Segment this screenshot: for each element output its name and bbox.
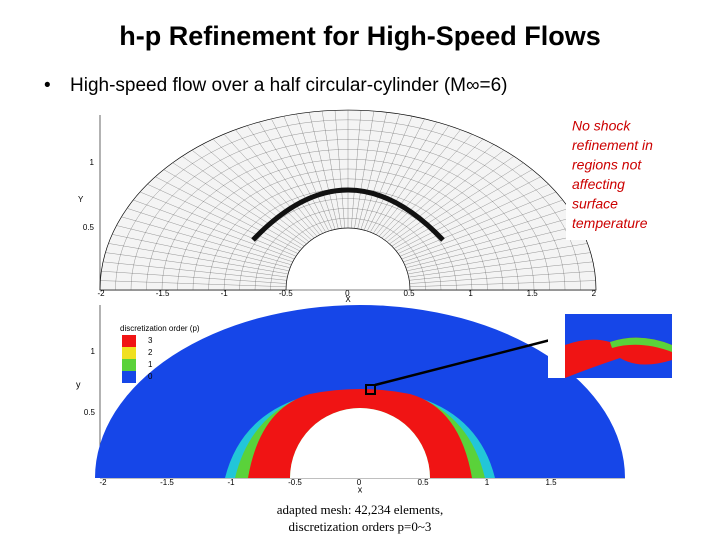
x-tick-label: 0.5	[417, 478, 429, 487]
x-tick-label: 0	[357, 478, 362, 487]
annotation-line: No shock	[572, 118, 631, 134]
x-tick-label: -1	[221, 289, 229, 298]
x-tick-label: -2	[97, 289, 105, 298]
annotation-line: refinement in	[572, 137, 653, 153]
caption-line: adapted mesh: 42,234 elements,	[277, 502, 443, 517]
y-tick-label: 0.5	[84, 408, 96, 417]
x-tick-label: -1	[227, 478, 235, 487]
legend-label: 1	[148, 360, 153, 369]
annotation-box	[566, 115, 670, 240]
inset-green	[610, 337, 672, 352]
x-axis-label: x	[358, 484, 363, 494]
x-tick-label: -1.5	[156, 289, 170, 298]
order-3-region	[248, 389, 472, 478]
annotation-line: regions not	[572, 157, 642, 173]
x-tick-label: 2	[592, 289, 597, 298]
legend-label: 0	[148, 372, 153, 381]
x-tick-label: -0.5	[288, 478, 302, 487]
y-tick-label: 0.5	[83, 223, 95, 232]
annotation-line: affecting	[572, 176, 625, 192]
legend-swatch	[122, 359, 136, 371]
legend-title: discretization order (p)	[120, 324, 200, 333]
y-axis-label: Y	[78, 195, 84, 204]
x-axis-label: X	[345, 295, 351, 304]
mesh-line	[161, 149, 535, 291]
mesh-line	[146, 139, 550, 291]
mesh-image: No shock refinement in regions not affectin…	[72, 109, 670, 304]
x-tick-label: 1.5	[545, 478, 557, 487]
legend-swatch	[122, 371, 136, 383]
bullet-text: High-speed flow over a half circular-cyl…	[70, 75, 508, 96]
x-tick-label: -2	[99, 478, 107, 487]
x-tick-label: 0	[345, 289, 350, 298]
annotation-line: surface	[572, 196, 618, 212]
legend-label: 3	[148, 336, 153, 345]
mesh-line	[192, 168, 504, 291]
inset-red	[565, 337, 672, 378]
slide-title: h-p Refinement for High-Speed Flows	[119, 21, 601, 51]
x-tick-label: -1.5	[160, 478, 174, 487]
y-axis-label: y	[76, 379, 81, 389]
y-tick-label: 1	[90, 158, 95, 167]
x-tick-label: 1	[485, 478, 490, 487]
zoom-pointer	[374, 335, 563, 387]
annotation-line: temperature	[572, 215, 648, 231]
x-tick-label: 0.5	[403, 289, 415, 298]
y-tick-label: 1	[91, 347, 96, 356]
zoom-box	[365, 384, 376, 395]
caption-line: discretization orders p=0~3	[289, 519, 432, 534]
bullet-marker: •	[44, 75, 51, 96]
cylinder	[290, 408, 430, 478]
mesh-line	[239, 198, 457, 291]
mesh-line	[130, 129, 566, 291]
order-image: discretization order (p) 3 2 1 0 -2 -1.5 -1 -0.5…	[76, 305, 672, 494]
mesh-line	[177, 159, 519, 291]
mesh-line	[208, 178, 488, 291]
x-tick-label: 1.5	[527, 289, 539, 298]
mesh-line	[254, 208, 442, 291]
shock-band	[251, 187, 445, 242]
x-tick-label: -0.5	[279, 289, 293, 298]
legend-label: 2	[148, 348, 153, 357]
mesh-line	[115, 119, 581, 291]
x-tick-label: 1	[468, 289, 473, 298]
legend-swatch	[122, 335, 136, 347]
legend-swatch	[122, 347, 136, 359]
